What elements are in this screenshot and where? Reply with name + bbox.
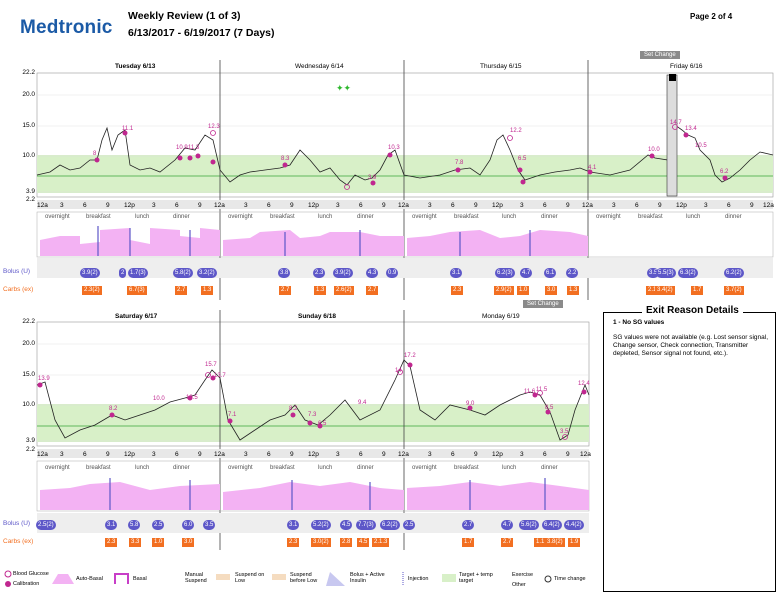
carbs-row-label: Carbs (ex) [3, 286, 34, 293]
page-number: Page 2 of 4 [690, 12, 733, 21]
legend-suspend-on-low: Suspend on Low [235, 572, 265, 584]
exit-reason-title: Exit Reason Details [642, 305, 743, 316]
carbs-row-label: Carbs (ex) [3, 538, 34, 545]
set-change-label: Set Change [640, 51, 680, 59]
legend-icons [4, 570, 552, 587]
y-tick: 3.9 [25, 437, 35, 444]
legend-calibration: Calibration [13, 581, 40, 587]
legend-target: Target + temp target [459, 572, 493, 584]
y-tick: 15.0 [22, 122, 35, 129]
legend-basal: Basal [133, 576, 147, 582]
week1-no-sg-region [666, 74, 678, 197]
y-tick: 10.0 [22, 401, 35, 408]
week1-basal-panel [36, 211, 774, 278]
week2-glucose-panel [36, 310, 590, 550]
y-tick: 10.0 [22, 152, 35, 159]
report-title: Weekly Review (1 of 3) [128, 10, 241, 22]
exit-reason-item: 1 - No SG values [613, 319, 665, 326]
legend-exercise: Exercise [512, 572, 534, 578]
day-label: Wednesday 6/14 [295, 63, 344, 70]
week1-target-band [37, 155, 773, 193]
legend-auto-basal: Auto-Basal [76, 576, 103, 582]
legend-injection: Injection [408, 576, 429, 582]
y-tick: 20.0 [22, 91, 35, 98]
exercise-icon: ✦✦ [336, 84, 352, 94]
report-dates: 6/13/2017 - 6/19/2017 (7 Days) [128, 27, 275, 39]
legend-time-change: Time change [554, 576, 586, 582]
legend-manual-suspend: Manual Suspend [185, 572, 207, 584]
day-label: Friday 6/16 [670, 63, 703, 70]
legend-bolus: Bolus + Active Insulin [350, 572, 385, 584]
day-label: Tuesday 6/13 [115, 63, 156, 70]
y-tick: 22.2 [22, 318, 35, 325]
bolus-row-label: Bolus (U) [3, 268, 31, 275]
legend-other: Other [512, 582, 526, 588]
day-label: Monday 6/19 [482, 313, 520, 320]
day-label: Sunday 6/18 [298, 313, 336, 320]
medtronic-logo: Medtronic [20, 17, 113, 38]
y-tick: 3.9 [25, 188, 35, 195]
y-tick: 20.0 [22, 340, 35, 347]
exit-marker [669, 74, 676, 81]
y-tick: 2.2 [25, 446, 35, 453]
y-tick: 22.2 [22, 69, 35, 76]
set-change-label: Set Change [523, 300, 563, 308]
day-label: Thursday 6/15 [480, 63, 522, 70]
week1-bg-markers [94, 130, 728, 186]
y-tick: 15.0 [22, 371, 35, 378]
week1-glucose-panel: ✦✦ [36, 60, 774, 300]
exit-reason-description: SG values were not available (e.g. Lost … [613, 334, 769, 357]
legend-blood-glucose: Blood Glucose [13, 571, 49, 577]
bolus-row-label: Bolus (U) [3, 520, 31, 527]
legend-suspend-before-low: Suspend before Low [290, 572, 318, 584]
y-tick: 2.2 [25, 196, 35, 203]
day-label: Saturday 6/17 [115, 313, 158, 320]
